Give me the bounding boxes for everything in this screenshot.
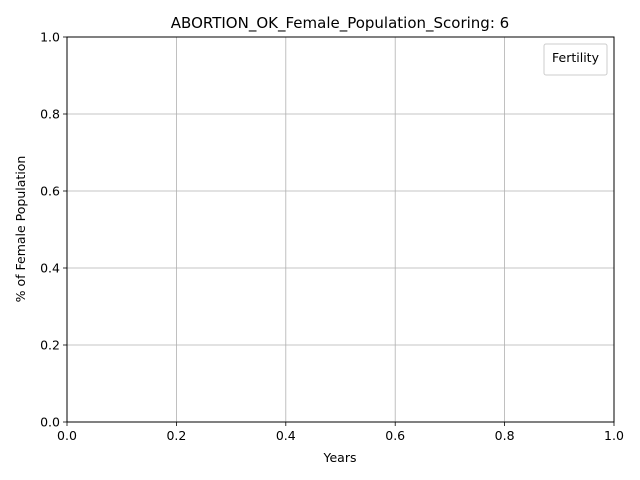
x-tick-label: 0.0 bbox=[57, 428, 77, 443]
x-axis-ticks: 0.0 0.2 0.4 0.6 0.8 1.0 bbox=[57, 422, 624, 443]
y-tick-label: 0.4 bbox=[40, 261, 60, 276]
y-tick-label: 0.0 bbox=[40, 415, 60, 430]
legend-title: Fertility bbox=[552, 50, 600, 65]
y-tick-label: 0.6 bbox=[40, 184, 60, 199]
legend-box bbox=[543, 43, 608, 76]
x-tick-label: 0.6 bbox=[385, 428, 405, 443]
x-tick-label: 0.4 bbox=[276, 428, 296, 443]
plot-frame bbox=[66, 36, 615, 423]
legend: Fertility bbox=[543, 43, 608, 76]
x-axis-label: Years bbox=[323, 450, 357, 465]
x-tick-label: 0.2 bbox=[166, 428, 186, 443]
grid bbox=[66, 36, 615, 423]
chart-title: ABORTION_OK_Female_Population_Scoring: 6 bbox=[171, 14, 509, 33]
plot-area bbox=[67, 37, 614, 422]
x-tick-label: 1.0 bbox=[604, 428, 624, 443]
y-tick-label: 1.0 bbox=[40, 30, 60, 45]
y-tick-label: 0.8 bbox=[40, 107, 60, 122]
x-tick-label: 0.8 bbox=[495, 428, 515, 443]
y-tick-label: 0.2 bbox=[40, 338, 60, 353]
y-axis-ticks: 0.0 0.2 0.4 0.6 0.8 1.0 bbox=[40, 30, 67, 430]
y-axis-label: % of Female Population bbox=[13, 156, 28, 303]
